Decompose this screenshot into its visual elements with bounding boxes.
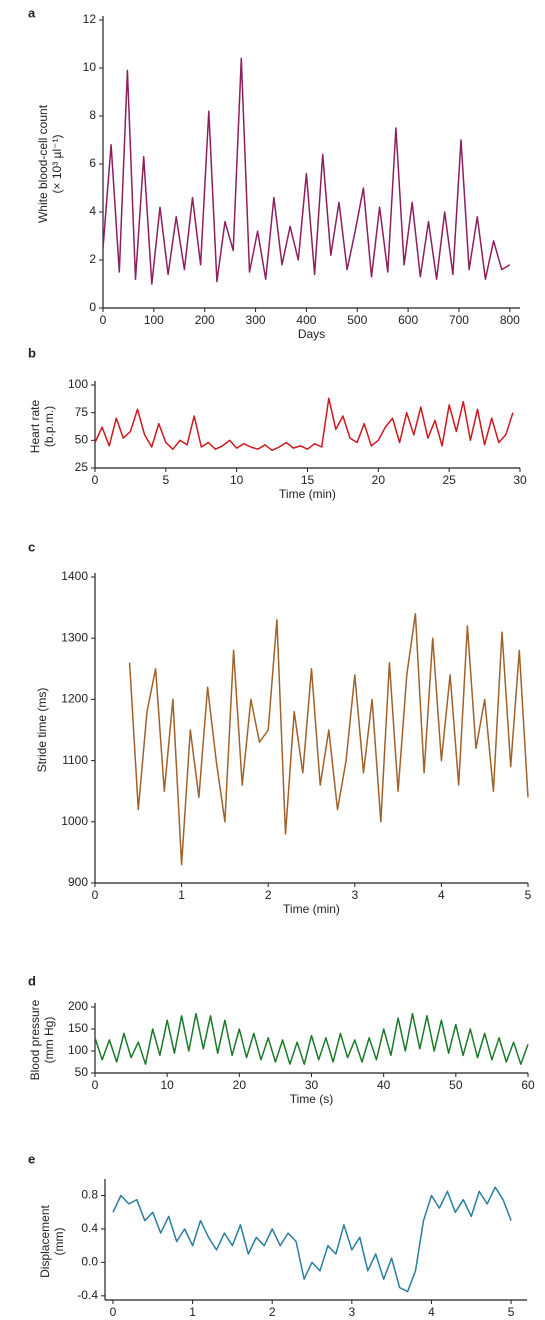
y-tick-label: 1100 xyxy=(62,753,88,767)
x-tick-label: 20 xyxy=(233,1078,247,1092)
y-axis-label: White blood-cell count xyxy=(36,104,50,223)
x-tick-label: 20 xyxy=(372,473,386,487)
x-tick-label: 30 xyxy=(513,473,527,487)
y-tick-label: 1200 xyxy=(61,692,88,706)
x-tick-label: 5 xyxy=(508,1305,515,1319)
x-axis-label: Days xyxy=(298,327,325,341)
panel-label: d xyxy=(28,973,36,988)
y-tick-label: 900 xyxy=(68,875,88,889)
y-tick-label: 8 xyxy=(89,108,96,122)
x-tick-label: 15 xyxy=(301,473,315,487)
y-tick-label: 12 xyxy=(83,12,97,26)
x-tick-label: 600 xyxy=(398,313,418,327)
y-tick-label: 50 xyxy=(75,1065,89,1079)
x-tick-label: 0 xyxy=(110,1305,117,1319)
data-line xyxy=(128,612,529,866)
y-tick-label: 200 xyxy=(68,999,88,1013)
y-tick-label: 2 xyxy=(89,252,96,266)
x-tick-label: 500 xyxy=(347,313,367,327)
y-tick-label: 100 xyxy=(68,1043,88,1057)
x-tick-label: 100 xyxy=(144,313,164,327)
x-tick-label: 3 xyxy=(348,1305,355,1319)
x-tick-label: 200 xyxy=(195,313,215,327)
x-tick-label: 4 xyxy=(438,888,445,902)
panel-label: e xyxy=(28,1151,35,1166)
x-tick-label: 700 xyxy=(449,313,469,327)
x-tick-label: 4 xyxy=(428,1305,435,1319)
x-tick-label: 0 xyxy=(92,888,99,902)
x-tick-label: 0 xyxy=(100,313,107,327)
x-tick-label: 60 xyxy=(521,1078,535,1092)
x-tick-label: 40 xyxy=(377,1078,391,1092)
y-tick-label: 150 xyxy=(68,1021,88,1035)
x-tick-label: 5 xyxy=(162,473,169,487)
x-tick-label: 10 xyxy=(160,1078,174,1092)
x-tick-label: 800 xyxy=(500,313,520,327)
y-tick-label: 4 xyxy=(89,204,96,218)
x-tick-label: 400 xyxy=(296,313,316,327)
y-tick-label: 0 xyxy=(89,300,96,314)
x-tick-label: 25 xyxy=(442,473,456,487)
y-tick-label: 1000 xyxy=(61,814,88,828)
data-line xyxy=(94,1012,529,1065)
data-line xyxy=(94,397,514,452)
x-tick-label: 5 xyxy=(525,888,532,902)
x-axis-label: Time (s) xyxy=(290,1092,334,1106)
y-tick-label: 10 xyxy=(83,60,97,74)
y-tick-label: 0.0 xyxy=(81,1255,98,1269)
y-tick-label: 1400 xyxy=(61,569,88,583)
x-tick-label: 0 xyxy=(92,1078,99,1092)
y-tick-label: 50 xyxy=(75,433,89,447)
y-axis-label: Heart rate xyxy=(28,399,42,453)
data-line xyxy=(112,1186,512,1293)
x-tick-label: 0 xyxy=(92,473,99,487)
panel-label: a xyxy=(28,5,36,20)
y-tick-label: 6 xyxy=(89,156,96,170)
x-tick-label: 1 xyxy=(189,1305,196,1319)
x-tick-label: 2 xyxy=(269,1305,276,1319)
y-axis-label: (mm Hg) xyxy=(42,1017,56,1064)
x-axis-label: Time (min) xyxy=(279,487,336,501)
x-tick-label: 300 xyxy=(246,313,266,327)
y-tick-label: 25 xyxy=(75,460,89,474)
y-axis-label: (× 10³ µl⁻¹) xyxy=(50,135,64,194)
x-tick-label: 10 xyxy=(230,473,244,487)
x-tick-label: 30 xyxy=(305,1078,319,1092)
x-tick-label: 1 xyxy=(178,888,185,902)
panel-label: b xyxy=(28,345,36,360)
panel-label: c xyxy=(28,539,35,554)
y-tick-label: -0.4 xyxy=(77,1288,98,1302)
x-axis-label: Time (min) xyxy=(283,902,340,916)
y-tick-label: 0.8 xyxy=(81,1188,98,1202)
y-tick-label: 75 xyxy=(75,405,89,419)
y-axis-label: (mm) xyxy=(52,1228,66,1256)
x-tick-label: 50 xyxy=(449,1078,463,1092)
y-tick-label: 1300 xyxy=(61,630,88,644)
y-tick-label: 0.4 xyxy=(81,1221,98,1235)
y-axis-label: Stride time (ms) xyxy=(35,688,49,773)
y-axis-label: (b.p.m.) xyxy=(42,406,56,447)
x-tick-label: 2 xyxy=(265,888,272,902)
y-axis-label: Displacement xyxy=(38,1204,52,1277)
x-tick-label: 3 xyxy=(351,888,358,902)
y-tick-label: 100 xyxy=(68,377,88,391)
data-line xyxy=(102,57,511,285)
y-axis-label: Blood pressure xyxy=(28,999,42,1080)
